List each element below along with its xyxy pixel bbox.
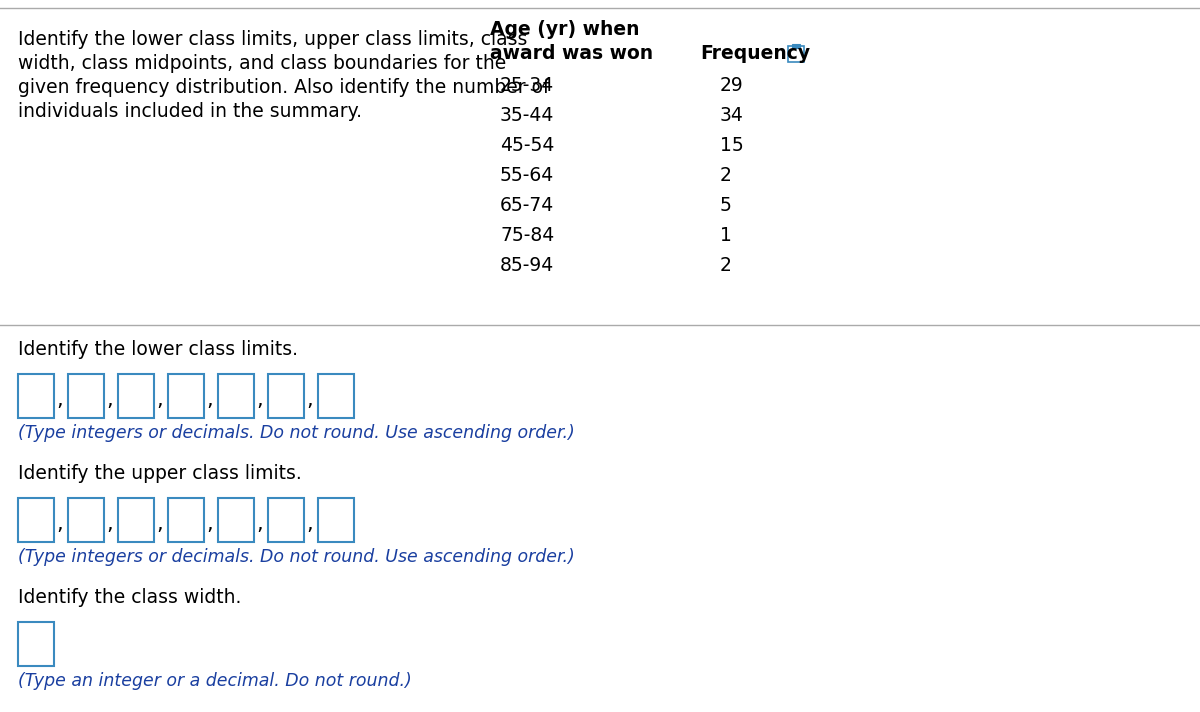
Text: 55-64: 55-64 bbox=[500, 166, 554, 185]
Text: individuals included in the summary.: individuals included in the summary. bbox=[18, 102, 362, 121]
Text: 35-44: 35-44 bbox=[500, 106, 554, 125]
Text: Identify the lower class limits.: Identify the lower class limits. bbox=[18, 340, 298, 359]
Text: Identify the class width.: Identify the class width. bbox=[18, 588, 241, 607]
Text: width, class midpoints, and class boundaries for the: width, class midpoints, and class bounda… bbox=[18, 54, 506, 73]
Text: 45-54: 45-54 bbox=[500, 136, 554, 155]
Text: ,: , bbox=[106, 390, 113, 410]
Bar bbox=[268, 374, 304, 418]
Bar bbox=[788, 46, 804, 62]
Text: 15: 15 bbox=[720, 136, 744, 155]
Bar bbox=[268, 498, 304, 542]
Text: ,: , bbox=[206, 390, 212, 410]
Bar bbox=[118, 374, 154, 418]
Text: 1: 1 bbox=[720, 226, 732, 245]
Text: ,: , bbox=[256, 514, 263, 534]
Text: Age (yr) when: Age (yr) when bbox=[490, 20, 640, 39]
Text: 34: 34 bbox=[720, 106, 744, 125]
Text: ,: , bbox=[56, 390, 62, 410]
Text: 75-84: 75-84 bbox=[500, 226, 554, 245]
Text: 65-74: 65-74 bbox=[500, 196, 554, 215]
Text: ,: , bbox=[106, 514, 113, 534]
Text: ,: , bbox=[306, 390, 313, 410]
Bar bbox=[118, 498, 154, 542]
Bar bbox=[68, 374, 104, 418]
Text: given frequency distribution. Also identify the number of: given frequency distribution. Also ident… bbox=[18, 78, 550, 97]
Bar bbox=[168, 498, 204, 542]
Text: 25-34: 25-34 bbox=[500, 76, 554, 95]
Text: Identify the upper class limits.: Identify the upper class limits. bbox=[18, 464, 301, 483]
Text: ,: , bbox=[306, 514, 313, 534]
Bar bbox=[18, 498, 54, 542]
Bar bbox=[68, 498, 104, 542]
Text: 85-94: 85-94 bbox=[500, 256, 554, 275]
Text: ,: , bbox=[256, 390, 263, 410]
Bar bbox=[318, 498, 354, 542]
Bar bbox=[18, 622, 54, 666]
Text: Frequency: Frequency bbox=[700, 44, 810, 63]
Text: 29: 29 bbox=[720, 76, 744, 95]
Text: ,: , bbox=[156, 514, 163, 534]
Text: (Type an integer or a decimal. Do not round.): (Type an integer or a decimal. Do not ro… bbox=[18, 672, 412, 690]
Bar bbox=[168, 374, 204, 418]
Text: Identify the lower class limits, upper class limits, class: Identify the lower class limits, upper c… bbox=[18, 30, 527, 49]
Text: ,: , bbox=[56, 514, 62, 534]
Bar bbox=[218, 498, 254, 542]
Text: (Type integers or decimals. Do not round. Use ascending order.): (Type integers or decimals. Do not round… bbox=[18, 424, 575, 442]
Text: (Type integers or decimals. Do not round. Use ascending order.): (Type integers or decimals. Do not round… bbox=[18, 548, 575, 566]
Text: award was won: award was won bbox=[490, 44, 653, 63]
Text: 5: 5 bbox=[720, 196, 732, 215]
Bar bbox=[18, 374, 54, 418]
Bar bbox=[218, 374, 254, 418]
Text: 2: 2 bbox=[720, 256, 732, 275]
Text: ,: , bbox=[206, 514, 212, 534]
Text: ,: , bbox=[156, 390, 163, 410]
Bar bbox=[792, 44, 800, 48]
Bar bbox=[318, 374, 354, 418]
Text: 2: 2 bbox=[720, 166, 732, 185]
